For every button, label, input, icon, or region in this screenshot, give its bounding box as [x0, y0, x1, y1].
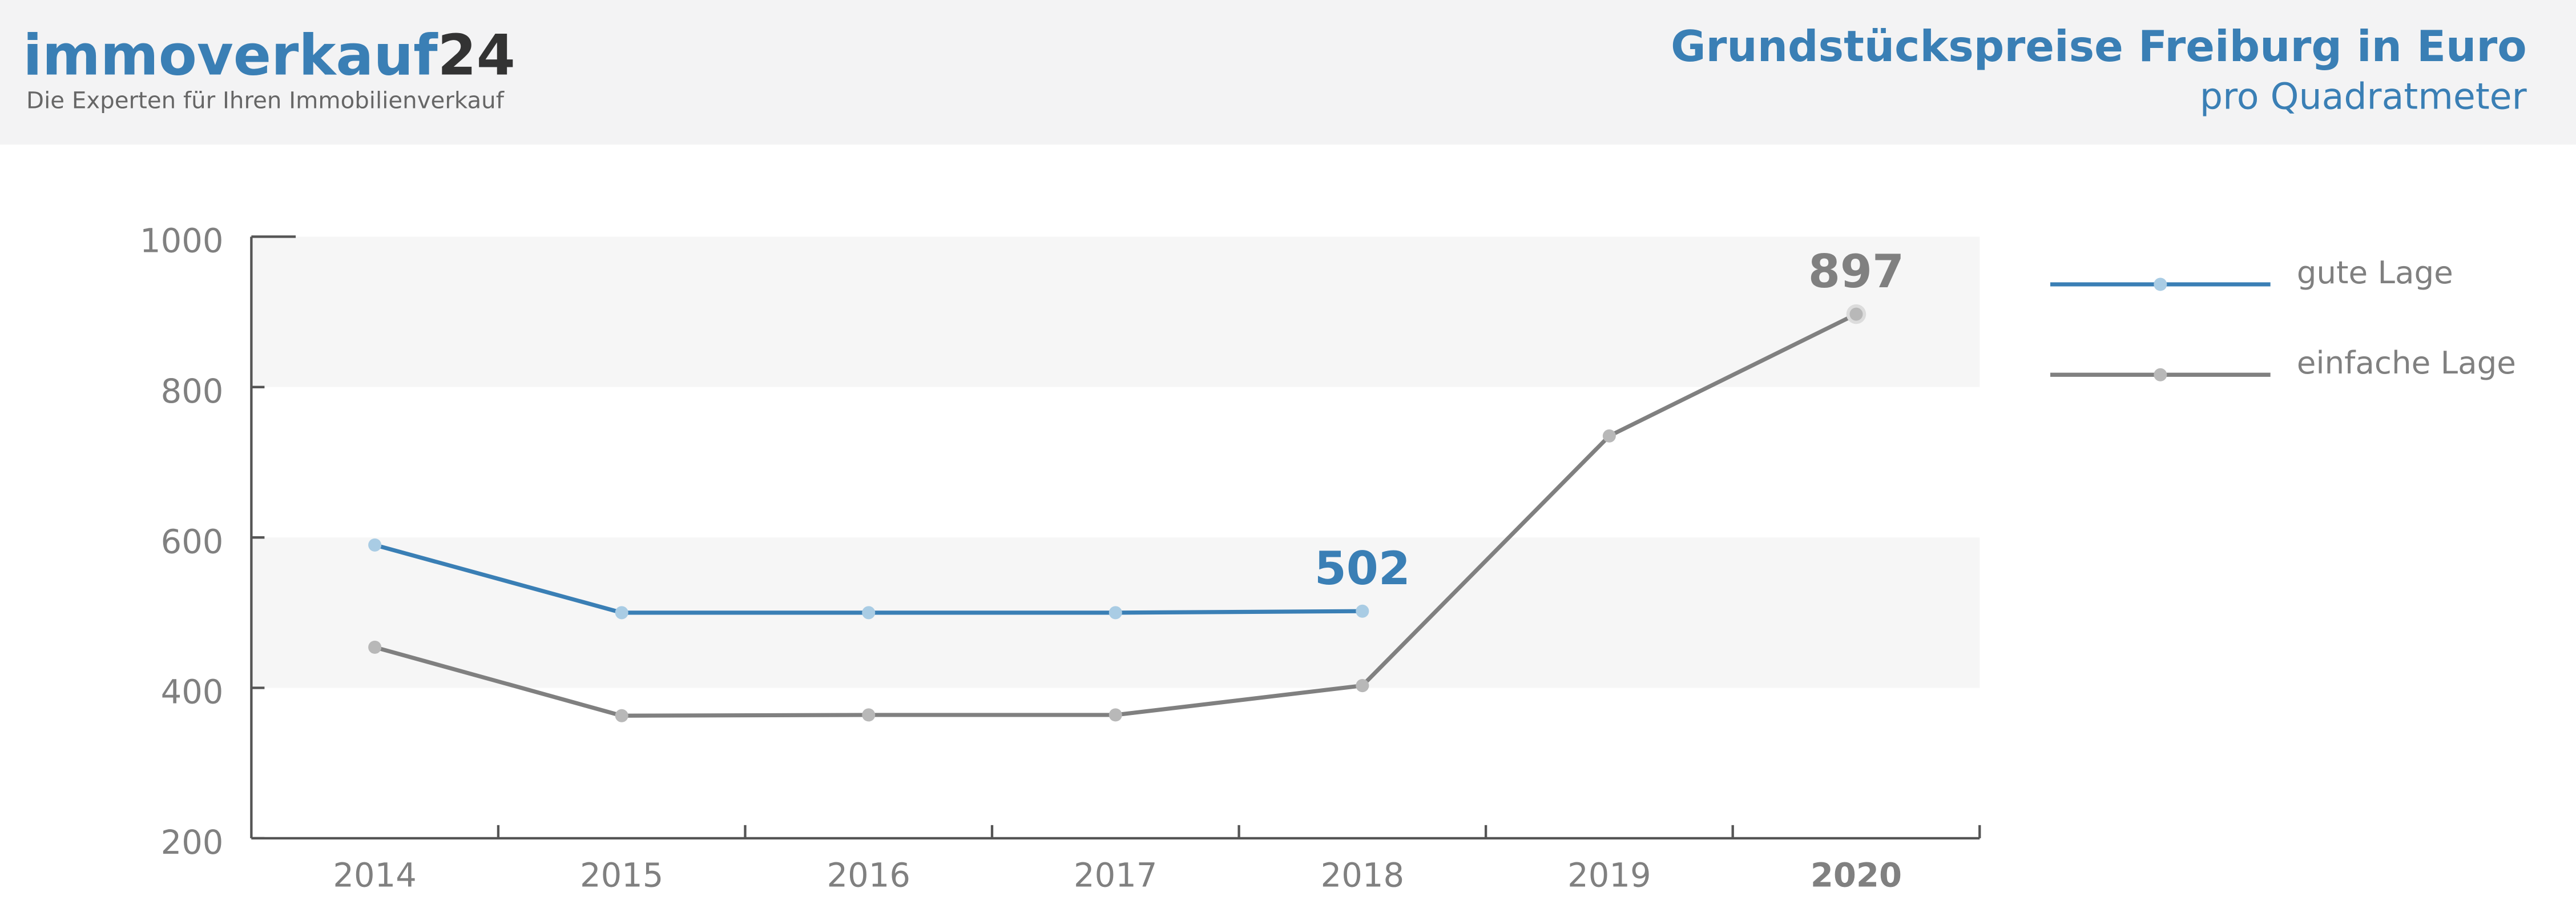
data-label: 897 — [1808, 245, 1904, 299]
legend-marker — [2154, 278, 2167, 291]
x-tick-label: 2020 — [1811, 857, 1902, 895]
y-tick-label: 800 — [161, 372, 224, 411]
chart-subtitle: pro Quadratmeter — [2200, 75, 2527, 117]
logo-tagline: Die Experten für Ihren Immobilienverkauf — [26, 87, 505, 114]
grid-band — [251, 236, 1980, 387]
x-tick-label: 2015 — [580, 857, 663, 895]
point-marker — [1108, 606, 1122, 620]
x-tick-label: 2014 — [333, 857, 416, 895]
point-marker — [862, 606, 876, 620]
x-tick-label: 2016 — [827, 857, 910, 895]
point-marker — [1356, 604, 1369, 618]
header-band — [0, 0, 2576, 145]
y-tick-label: 600 — [161, 523, 224, 561]
logo-name: immoverkauf — [23, 23, 438, 88]
x-tick-label: 2019 — [1567, 857, 1651, 895]
legend-marker — [2154, 368, 2167, 381]
x-tick-label: 2018 — [1321, 857, 1404, 895]
point-marker — [862, 708, 876, 722]
point-marker — [615, 709, 628, 722]
point-marker — [1849, 307, 1863, 321]
logo: immoverkauf24 — [23, 23, 515, 88]
x-tick-label: 2017 — [1074, 857, 1157, 895]
point-marker — [1356, 679, 1369, 693]
chart-title: Grundstückspreise Freiburg in Euro — [1671, 22, 2527, 71]
point-marker — [1602, 429, 1616, 443]
legend-label: einfache Lage — [2297, 344, 2516, 381]
point-marker — [368, 538, 382, 552]
point-marker — [1108, 708, 1122, 722]
y-tick-label: 400 — [161, 673, 224, 712]
logo-number: 24 — [438, 23, 515, 88]
y-tick-label: 200 — [161, 823, 224, 862]
data-label: 502 — [1315, 542, 1410, 596]
point-marker — [615, 606, 628, 620]
point-marker — [368, 640, 382, 654]
y-tick-label: 1000 — [140, 222, 223, 260]
legend-label: gute Lage — [2297, 254, 2453, 291]
